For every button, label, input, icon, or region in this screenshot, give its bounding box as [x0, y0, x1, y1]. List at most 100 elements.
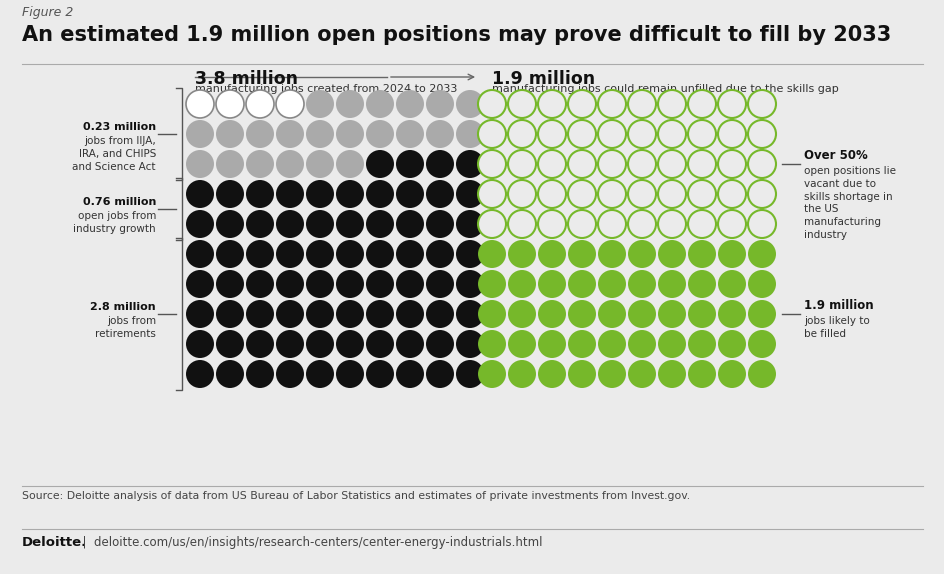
Circle shape — [245, 330, 274, 358]
Circle shape — [748, 180, 775, 208]
Circle shape — [306, 150, 333, 178]
Circle shape — [567, 150, 596, 178]
Circle shape — [216, 330, 244, 358]
Circle shape — [657, 300, 685, 328]
Circle shape — [426, 240, 453, 268]
Text: jobs likely to
be filled: jobs likely to be filled — [803, 316, 868, 339]
Circle shape — [478, 300, 505, 328]
Circle shape — [478, 240, 505, 268]
Circle shape — [537, 330, 565, 358]
Text: jobs from IIJA,
IRA, and CHIPS
and Science Act: jobs from IIJA, IRA, and CHIPS and Scien… — [73, 136, 156, 172]
Circle shape — [478, 150, 505, 178]
Circle shape — [478, 330, 505, 358]
Circle shape — [657, 90, 685, 118]
Circle shape — [276, 300, 304, 328]
Circle shape — [687, 120, 716, 148]
Circle shape — [478, 360, 505, 388]
Circle shape — [537, 120, 565, 148]
Circle shape — [717, 180, 745, 208]
Circle shape — [508, 150, 535, 178]
Circle shape — [567, 90, 596, 118]
Circle shape — [717, 150, 745, 178]
Circle shape — [396, 150, 424, 178]
Circle shape — [336, 90, 363, 118]
Circle shape — [426, 300, 453, 328]
Circle shape — [276, 330, 304, 358]
Circle shape — [426, 210, 453, 238]
Circle shape — [365, 240, 394, 268]
Circle shape — [567, 330, 596, 358]
Circle shape — [365, 330, 394, 358]
Circle shape — [598, 210, 625, 238]
Circle shape — [456, 180, 483, 208]
Circle shape — [456, 150, 483, 178]
Circle shape — [426, 330, 453, 358]
Circle shape — [216, 180, 244, 208]
Circle shape — [365, 270, 394, 298]
Circle shape — [748, 120, 775, 148]
Circle shape — [216, 90, 244, 118]
Text: manufacturing jobs could remain unfilled due to the skills gap: manufacturing jobs could remain unfilled… — [492, 84, 838, 94]
Circle shape — [567, 240, 596, 268]
Text: open positions lie
vacant due to
skills shortage in
the US
manufacturing
industr: open positions lie vacant due to skills … — [803, 166, 895, 240]
Circle shape — [657, 240, 685, 268]
Circle shape — [717, 330, 745, 358]
Circle shape — [365, 180, 394, 208]
Circle shape — [186, 360, 213, 388]
Circle shape — [657, 150, 685, 178]
Circle shape — [687, 360, 716, 388]
Circle shape — [717, 360, 745, 388]
Circle shape — [567, 360, 596, 388]
Circle shape — [216, 300, 244, 328]
Circle shape — [687, 330, 716, 358]
Text: An estimated 1.9 million open positions may prove difficult to fill by 2033: An estimated 1.9 million open positions … — [22, 25, 890, 45]
Circle shape — [276, 120, 304, 148]
Circle shape — [478, 270, 505, 298]
Circle shape — [687, 180, 716, 208]
Circle shape — [508, 180, 535, 208]
Circle shape — [276, 210, 304, 238]
Circle shape — [657, 120, 685, 148]
Circle shape — [186, 270, 213, 298]
Circle shape — [628, 330, 655, 358]
Circle shape — [628, 300, 655, 328]
Circle shape — [276, 360, 304, 388]
Circle shape — [306, 270, 333, 298]
Circle shape — [336, 180, 363, 208]
Circle shape — [245, 240, 274, 268]
Circle shape — [657, 330, 685, 358]
Circle shape — [687, 150, 716, 178]
Text: 1.9 million: 1.9 million — [492, 70, 595, 88]
Circle shape — [508, 360, 535, 388]
Circle shape — [628, 150, 655, 178]
Circle shape — [508, 270, 535, 298]
Circle shape — [537, 300, 565, 328]
Circle shape — [456, 270, 483, 298]
Circle shape — [567, 120, 596, 148]
Circle shape — [628, 240, 655, 268]
Circle shape — [687, 90, 716, 118]
Circle shape — [365, 90, 394, 118]
Circle shape — [186, 300, 213, 328]
Circle shape — [628, 210, 655, 238]
Circle shape — [186, 210, 213, 238]
Circle shape — [456, 210, 483, 238]
Circle shape — [336, 360, 363, 388]
Circle shape — [717, 300, 745, 328]
Circle shape — [216, 210, 244, 238]
Text: 0.23 million: 0.23 million — [83, 122, 156, 132]
Circle shape — [426, 360, 453, 388]
Circle shape — [628, 90, 655, 118]
Circle shape — [717, 120, 745, 148]
Circle shape — [628, 180, 655, 208]
Circle shape — [508, 240, 535, 268]
Circle shape — [717, 270, 745, 298]
Circle shape — [478, 120, 505, 148]
Circle shape — [598, 330, 625, 358]
Text: Figure 2: Figure 2 — [22, 6, 74, 19]
Circle shape — [748, 90, 775, 118]
Circle shape — [336, 120, 363, 148]
Circle shape — [216, 270, 244, 298]
Circle shape — [478, 180, 505, 208]
Circle shape — [245, 210, 274, 238]
